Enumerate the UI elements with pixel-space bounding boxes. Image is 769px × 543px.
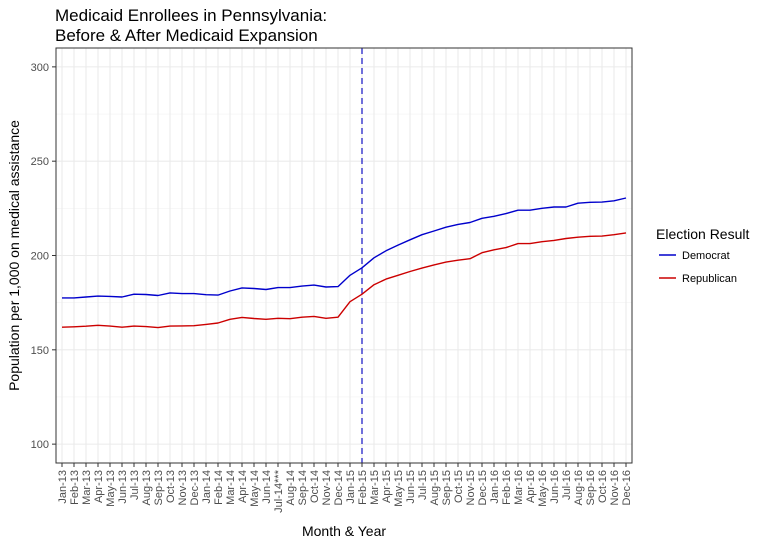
x-tick-label: Nov-15 bbox=[465, 470, 477, 505]
x-tick-label: Mar-14 bbox=[225, 470, 237, 505]
x-tick-label: Feb-16 bbox=[501, 470, 513, 505]
x-tick-label: May-13 bbox=[105, 470, 117, 507]
x-tick-label: Mar-16 bbox=[513, 470, 525, 505]
x-tick-label: Nov-16 bbox=[609, 470, 621, 505]
x-tick-label: Aug-15 bbox=[429, 470, 441, 505]
y-tick-label: 100 bbox=[31, 439, 49, 451]
x-tick-label: Jul-15 bbox=[417, 470, 429, 500]
x-tick-label: Dec-13 bbox=[189, 470, 201, 505]
x-tick-label: Jun-14 bbox=[261, 470, 273, 504]
x-tick-label: Apr-15 bbox=[381, 470, 393, 503]
x-tick-label: Sep-15 bbox=[441, 470, 453, 505]
x-tick-label: Mar-15 bbox=[369, 470, 381, 505]
x-tick-label: Oct-13 bbox=[165, 470, 177, 503]
x-tick-label: Oct-16 bbox=[597, 470, 609, 503]
major-gridlines bbox=[56, 48, 632, 463]
x-tick-label: Mar-13 bbox=[81, 470, 93, 505]
x-tick-label: Aug-16 bbox=[573, 470, 585, 505]
x-tick-label: Apr-16 bbox=[525, 470, 537, 503]
minor-gridlines bbox=[56, 113, 632, 398]
x-tick-label: Feb-14 bbox=[213, 470, 225, 505]
chart-title-line-1: Medicaid Enrollees in Pennsylvania: bbox=[55, 6, 328, 25]
y-tick-label: 150 bbox=[31, 345, 49, 357]
y-axis-label: Population per 1,000 on medical assistan… bbox=[6, 120, 22, 391]
x-tick-label: Feb-13 bbox=[69, 470, 81, 505]
legend-label-republican: Republican bbox=[682, 273, 737, 285]
x-tick-label: May-16 bbox=[537, 470, 549, 507]
x-tick-label: Jun-15 bbox=[405, 470, 417, 504]
x-tick-label: Feb-15 bbox=[357, 470, 369, 505]
x-tick-label: Jul-14*** bbox=[273, 469, 285, 513]
x-axis: Jan-13 Feb-13 Mar-13 Apr-13 May-13 Jun-13 Jul-… bbox=[57, 463, 633, 513]
x-tick-label: Aug-13 bbox=[141, 470, 153, 505]
x-tick-label: Jan-14 bbox=[201, 470, 213, 504]
x-axis-label: Month & Year bbox=[302, 523, 386, 539]
x-tick-label: Oct-15 bbox=[453, 470, 465, 503]
y-axis: 100 150 200 250 300 bbox=[31, 62, 56, 451]
x-tick-label: Nov-13 bbox=[177, 470, 189, 505]
series-lines bbox=[61, 197, 627, 329]
series-line-republican bbox=[61, 232, 627, 329]
x-tick-label: Dec-16 bbox=[621, 470, 633, 505]
series-line-democrat bbox=[62, 197, 627, 299]
x-tick-label: May-14 bbox=[249, 470, 261, 507]
y-tick-label: 300 bbox=[31, 62, 49, 74]
x-tick-label: Apr-13 bbox=[93, 470, 105, 503]
x-tick-label: Jul-16 bbox=[561, 470, 573, 500]
x-tick-label: Jan-15 bbox=[345, 470, 357, 504]
y-tick-label: 250 bbox=[31, 156, 49, 168]
x-tick-label: Dec-15 bbox=[477, 470, 489, 505]
x-tick-label: May-15 bbox=[393, 470, 405, 507]
x-tick-label: Apr-14 bbox=[237, 470, 249, 503]
x-tick-label: Jan-13 bbox=[57, 470, 69, 504]
x-tick-label: Sep-13 bbox=[153, 470, 165, 505]
chart-title-line-2: Before & After Medicaid Expansion bbox=[55, 26, 318, 45]
legend-title: Election Result bbox=[656, 226, 749, 242]
x-tick-label: Oct-14 bbox=[309, 470, 321, 503]
chart-title: Medicaid Enrollees in Pennsylvania: Befo… bbox=[55, 6, 327, 46]
x-tick-label: Jul-13 bbox=[129, 470, 141, 500]
x-tick-label: Sep-16 bbox=[585, 470, 597, 505]
x-tick-label: Sep-14 bbox=[297, 470, 309, 505]
y-tick-label: 200 bbox=[31, 251, 49, 263]
x-tick-label: Aug-14 bbox=[285, 470, 297, 505]
x-tick-label: Nov-14 bbox=[321, 470, 333, 505]
x-tick-label: Jun-13 bbox=[117, 470, 129, 504]
legend: Election Result Democrat Republican bbox=[656, 226, 749, 285]
x-tick-label: Dec-14 bbox=[333, 470, 345, 505]
x-tick-label: Jun-16 bbox=[549, 470, 561, 504]
x-tick-label: Jan-16 bbox=[489, 470, 501, 504]
legend-label-democrat: Democrat bbox=[682, 250, 730, 262]
